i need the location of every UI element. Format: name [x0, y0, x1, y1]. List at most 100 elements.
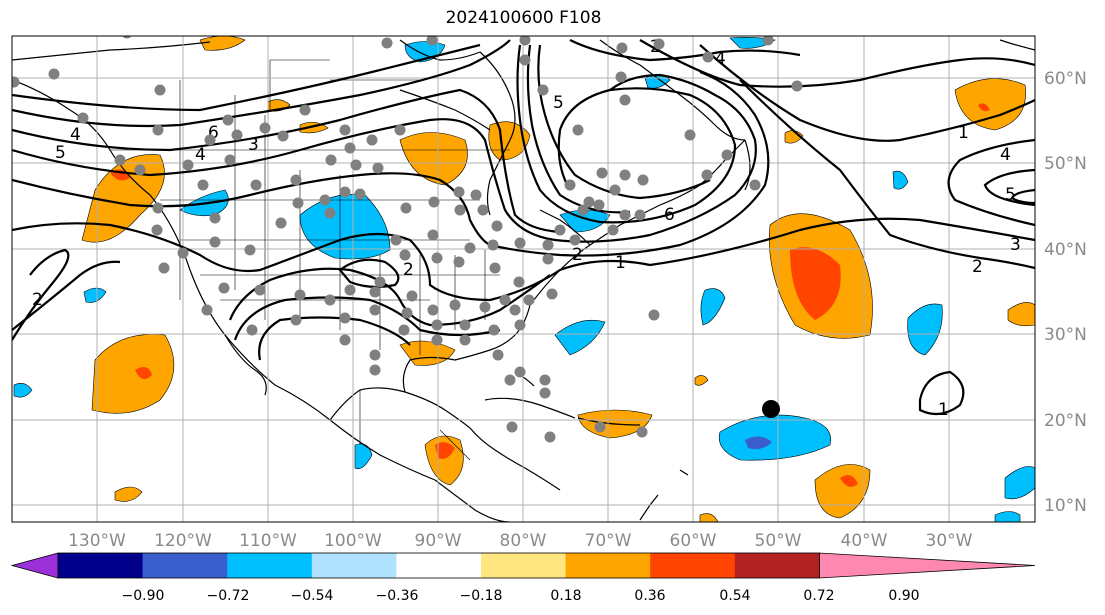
observation-dot — [513, 276, 525, 288]
observation-dot — [637, 174, 649, 186]
observation-dot — [224, 154, 236, 166]
lon-label: 120°W — [154, 531, 212, 551]
colorbar-segment — [142, 553, 228, 578]
observation-dot — [546, 288, 558, 300]
observation-dot — [277, 130, 289, 142]
observation-dot — [254, 284, 266, 296]
observation-dot — [292, 197, 304, 209]
colorbar-segment — [396, 553, 482, 578]
observation-dot — [791, 80, 803, 92]
observation-dot — [299, 104, 311, 116]
contour-label: 5 — [1005, 185, 1016, 205]
contour-label: 4 — [195, 145, 206, 165]
observation-dot — [344, 142, 356, 154]
colorbar-tick: 0.54 — [719, 588, 750, 604]
latitude-labels: 60°N 50°N 40°N 30°N 20°N 10°N — [1044, 69, 1087, 516]
colorbar-tick: −0.90 — [122, 588, 165, 604]
observation-dot — [369, 349, 381, 361]
observation-dot — [619, 169, 631, 181]
observation-dot — [339, 186, 351, 198]
lon-label: 110°W — [239, 531, 297, 551]
lat-label: 10°N — [1044, 496, 1087, 516]
observation-dot — [749, 179, 761, 191]
observation-dot — [519, 36, 531, 46]
observation-dot — [489, 262, 501, 274]
observation-dot — [542, 239, 554, 251]
observation-dot — [488, 324, 500, 336]
observation-dot — [401, 307, 413, 319]
observation-dot — [344, 284, 356, 296]
observation-dot — [684, 129, 696, 141]
contour-lines — [12, 39, 1035, 416]
contour-label: 5 — [553, 93, 564, 113]
observation-dot — [354, 188, 366, 200]
observation-dot — [339, 124, 351, 136]
observation-dot — [250, 179, 262, 191]
observation-dot — [231, 129, 243, 141]
observation-dot — [431, 334, 443, 346]
observation-dot — [427, 229, 439, 241]
lon-label: 130°W — [68, 531, 126, 551]
lon-label: 30°W — [926, 531, 973, 551]
observation-dot — [197, 179, 209, 191]
observation-dot — [459, 334, 471, 346]
colorbar-segment — [650, 553, 736, 578]
colorbar-tick: −0.54 — [291, 588, 334, 604]
lon-label: 80°W — [500, 531, 547, 551]
observation-dot — [506, 421, 518, 433]
contour-label: 2 — [972, 257, 983, 277]
colorbar-tick: 0.90 — [888, 588, 919, 604]
observation-dot — [491, 220, 503, 232]
observation-dot — [339, 334, 351, 346]
colorbar-segment — [481, 553, 567, 578]
colorbar-segment — [311, 553, 397, 578]
observation-dot — [428, 196, 440, 208]
colorbar-border — [57, 552, 820, 579]
observation-dot — [542, 253, 554, 265]
observation-dot — [577, 204, 589, 216]
colorbar-extend-high — [819, 552, 1036, 579]
observation-dot — [653, 38, 665, 50]
contour-label: 2 — [403, 260, 414, 280]
observation-dot — [593, 199, 605, 211]
observation-dot — [537, 84, 549, 96]
observation-dot — [453, 186, 465, 198]
observation-dot — [275, 217, 287, 229]
observation-dot — [479, 301, 491, 313]
observation-dot — [209, 236, 221, 248]
observation-dot — [158, 262, 170, 274]
contour-label-group: 5 4 4 6 3 2 2 1 6 5 4 2 2 2 3 4 5 1 1 — [32, 37, 1021, 420]
colorbar-tick: −0.72 — [207, 588, 250, 604]
observation-dot — [12, 76, 20, 88]
colorbar-segment — [734, 553, 820, 578]
observation-dot — [114, 154, 126, 166]
observation-dot — [594, 421, 606, 433]
observation-dot — [390, 234, 402, 246]
observation-dot — [48, 68, 60, 80]
observation-dot — [544, 431, 556, 443]
observation-dot — [372, 162, 384, 174]
observation-dot — [398, 324, 410, 336]
observation-dot — [459, 319, 471, 331]
observation-dot — [290, 314, 302, 326]
positive-anomaly-shading — [81, 36, 1035, 522]
colorbar — [10, 552, 1036, 579]
observation-dot — [182, 159, 194, 171]
observation-dot — [209, 212, 221, 224]
observation-dot — [324, 207, 336, 219]
colorbar-tick: 0.36 — [634, 588, 665, 604]
lat-label: 60°N — [1044, 69, 1087, 89]
observation-dot — [151, 224, 163, 236]
lat-label: 30°N — [1044, 325, 1087, 345]
contour-label: 4 — [1000, 145, 1011, 165]
observation-dot — [762, 36, 774, 46]
lat-label: 20°N — [1044, 411, 1087, 431]
observation-dot — [400, 202, 412, 214]
lon-label: 100°W — [324, 531, 382, 551]
observation-dot — [509, 304, 521, 316]
lon-label: 60°W — [670, 531, 717, 551]
observation-dot — [564, 179, 576, 191]
observation-dot — [648, 309, 660, 321]
observation-dot — [523, 294, 535, 306]
